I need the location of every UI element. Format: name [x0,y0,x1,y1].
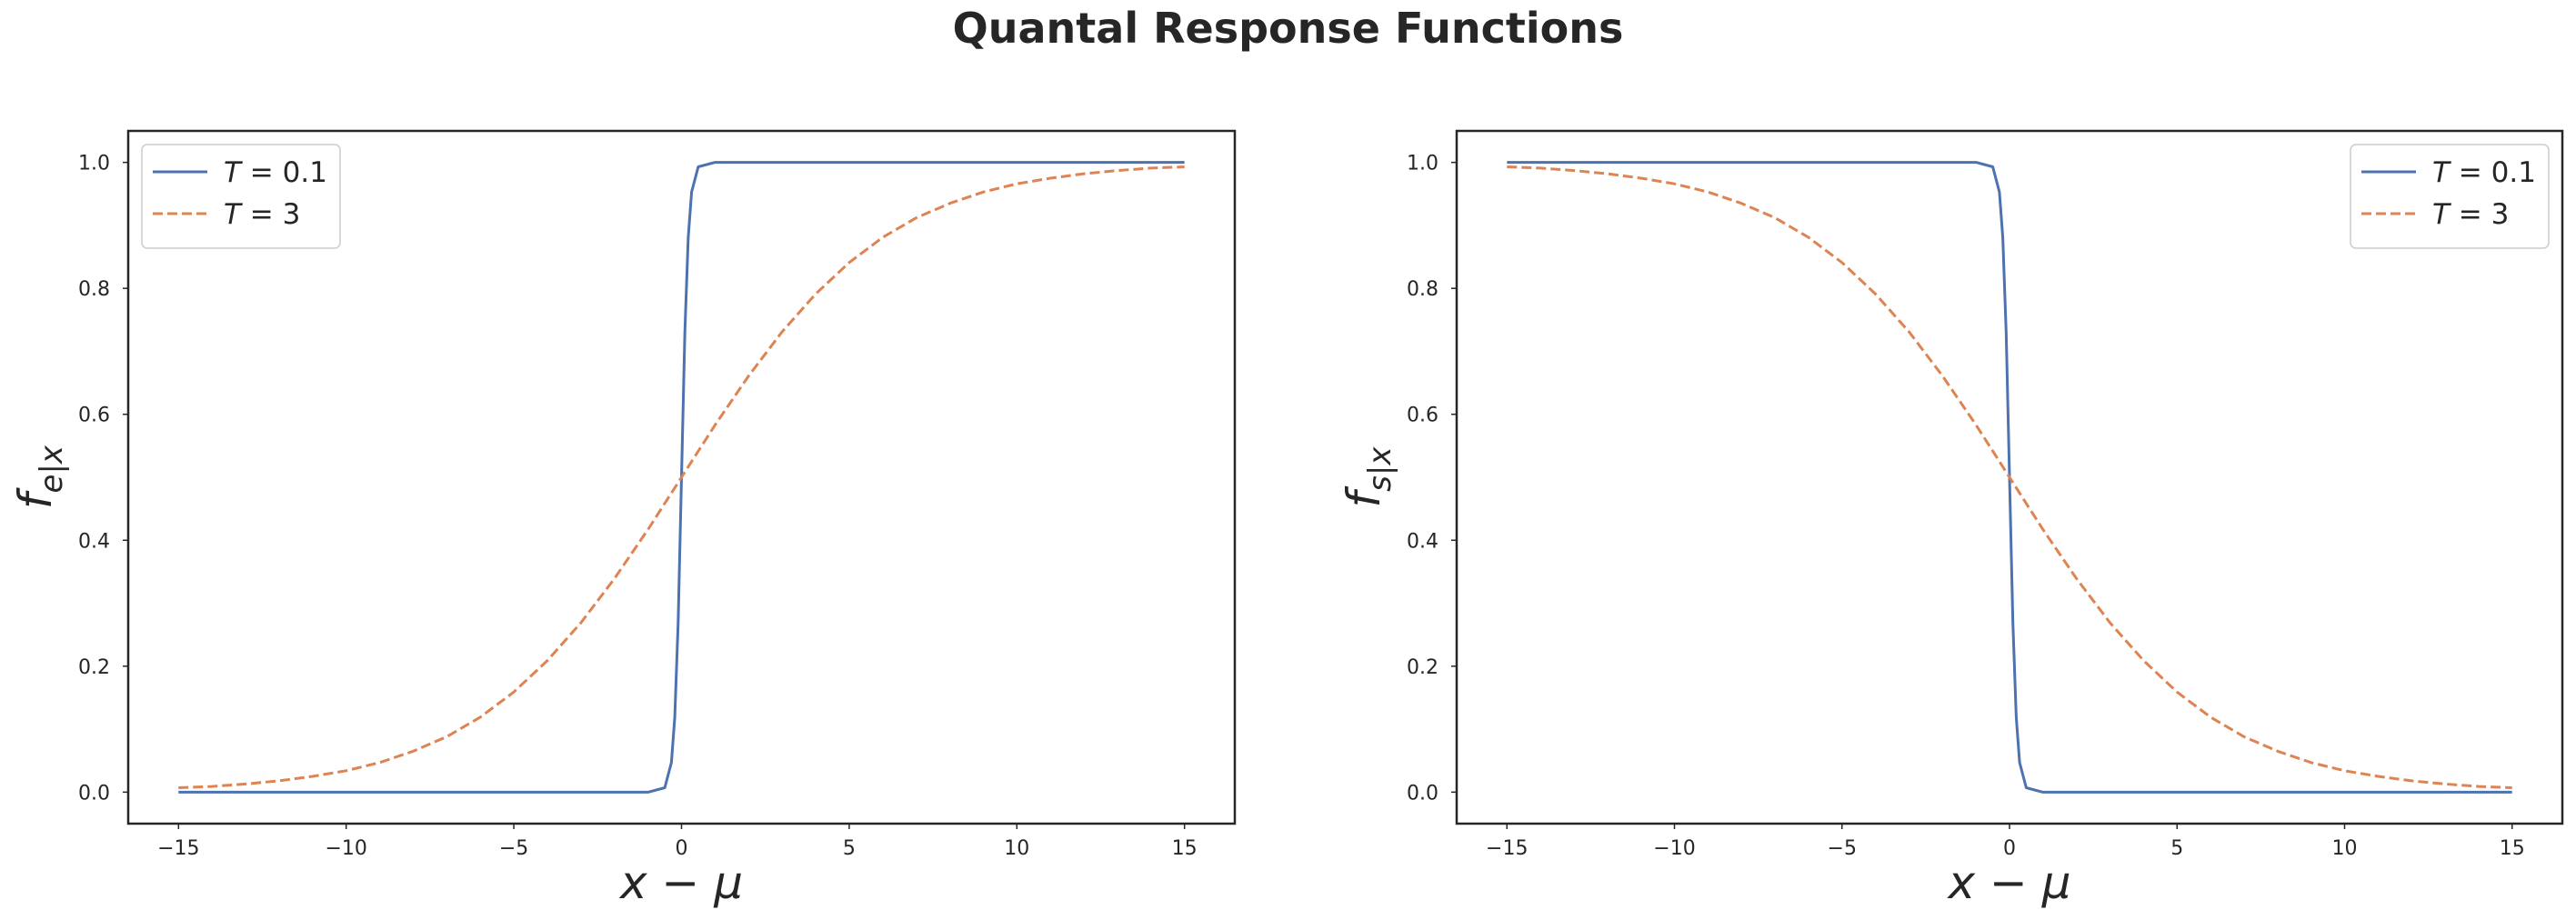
y-tick-label: 0.8 [78,278,110,301]
y-tick-label: 0.2 [1407,656,1438,679]
x-tick-label: −15 [157,837,199,860]
legend-label: T = 3 [2432,198,2509,231]
legend-label: T = 3 [224,198,300,231]
y-axis-label: fe|x [9,445,70,509]
x-axis-label: x − μ [618,856,743,909]
figure-title: Quantal Response Functions [952,4,1624,53]
x-tick-label: −10 [325,837,366,860]
y-tick-label: 0.2 [78,656,110,679]
y-tick-label: 1.0 [1407,153,1438,175]
y-tick-label: 0.4 [78,530,110,553]
legend-label: T = 0.1 [2432,156,2536,189]
y-tick-label: 0.4 [1407,530,1438,553]
x-tick-label: −5 [499,837,528,860]
y-tick-label: 0.0 [78,782,110,805]
x-tick-label: −10 [1653,837,1695,860]
x-tick-label: 0 [676,837,688,860]
x-tick-label: 0 [2003,837,2016,860]
y-tick-label: 0.6 [78,405,110,427]
x-tick-label: 15 [1172,837,1198,860]
x-tick-label: 10 [1004,837,1029,860]
plot-right: −15 −10 −5 0 5 10 15 0.0 0.2 0.4 0.6 0.8 1.0 x − μ fs|… [1338,129,2564,909]
y-tick-label: 0.8 [1407,278,1438,301]
plot-left: −15 −10 −5 0 5 10 15 0.0 0.2 0.4 0.6 0.8 1.0 x − μ fe|… [9,129,1237,909]
y-tick-label: 0.6 [1407,405,1438,427]
legend: T = 0.1 T = 3 [141,144,341,249]
series-line-t3 [1507,165,2512,789]
legend-label: T = 0.1 [224,156,327,189]
x-axis-label: x − μ [1946,856,2070,909]
x-tick-label: 5 [2170,837,2183,860]
legend: T = 0.1 T = 3 [2350,144,2550,249]
series-line-t3 [178,165,1185,789]
x-tick-label: 10 [2331,837,2357,860]
x-tick-label: 15 [2500,837,2525,860]
x-tick-label: −5 [1828,837,1857,860]
y-axis-label: fs|x [1338,446,1398,508]
y-tick-label: 0.0 [1407,782,1438,805]
y-tick-label: 1.0 [78,153,110,175]
x-tick-label: 5 [843,837,856,860]
x-tick-label: −15 [1486,837,1528,860]
